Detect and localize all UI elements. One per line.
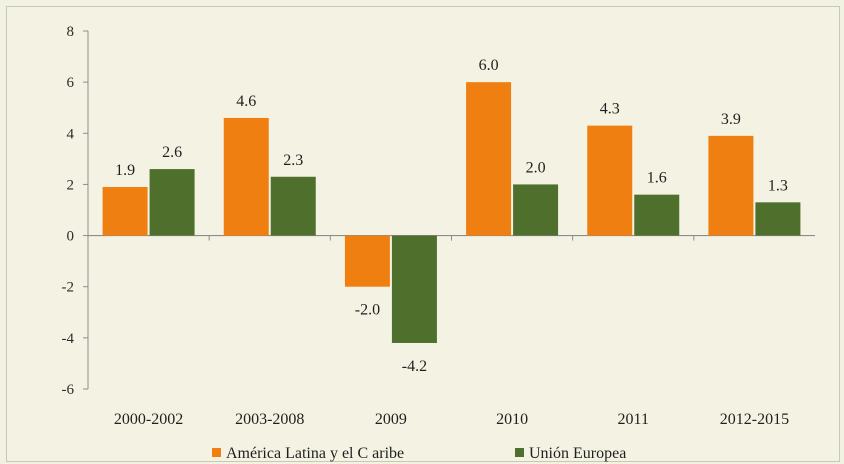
data-label: 1.3 — [768, 177, 788, 194]
x-category-label: 2012-2015 — [720, 411, 789, 428]
y-tick-label: -4 — [62, 331, 75, 347]
y-tick-label: 0 — [67, 229, 75, 245]
legend-swatch — [515, 448, 524, 457]
bar-america-latina — [708, 135, 754, 236]
data-labels: 1.9 4.6 -2.0 6.0 4.3 3.9 2.6 2.3 -4.2 2.0 1.6 1.3 — [115, 57, 788, 375]
bar-union-europea — [634, 194, 680, 236]
data-label: 4.6 — [236, 93, 256, 110]
data-label: 2.0 — [526, 159, 546, 176]
y-tick-label: 4 — [67, 126, 75, 142]
x-category-label: 2003-2008 — [235, 411, 304, 428]
data-label: -2.0 — [355, 302, 380, 319]
legend-swatch — [212, 448, 221, 457]
x-category-label: 2009 — [375, 411, 407, 428]
data-label: 1.9 — [115, 162, 135, 179]
bar-america-latina — [344, 235, 390, 287]
data-label: 2.6 — [162, 144, 182, 161]
x-category-label: 2011 — [618, 411, 649, 428]
y-tick-label: 8 — [67, 24, 75, 40]
legend-label: Unión Europea — [529, 445, 626, 462]
legend-label: América Latina y el C aribe — [226, 445, 404, 462]
data-label: 2.3 — [283, 152, 303, 169]
bars — [102, 82, 801, 343]
chart-frame: -6 -4 -2 0 2 4 6 8 2000-2002 2003-2008 2009 2010 201… — [6, 6, 840, 462]
bar-union-europea — [270, 176, 316, 236]
axes: -6 -4 -2 0 2 4 6 8 2000-2002 2003-2008 2009 2010 201… — [62, 24, 815, 428]
y-tick-label: -6 — [62, 382, 75, 398]
y-tick-label: 2 — [67, 177, 75, 193]
y-tick-label: 6 — [67, 75, 75, 91]
bar-america-latina — [223, 117, 269, 236]
bar-union-europea — [391, 235, 437, 343]
bar-union-europea — [513, 184, 559, 236]
data-label: 6.0 — [479, 57, 499, 74]
x-category-label: 2010 — [496, 411, 528, 428]
bar-america-latina — [587, 125, 633, 236]
data-label: 4.3 — [600, 101, 620, 118]
data-label: 1.6 — [647, 170, 667, 187]
bar-union-europea — [755, 202, 801, 236]
bar-chart: -6 -4 -2 0 2 4 6 8 2000-2002 2003-2008 2009 2010 201… — [62, 24, 815, 462]
y-tick-label: -2 — [62, 280, 75, 296]
bar-america-latina — [466, 82, 512, 236]
x-category-label: 2000-2002 — [114, 411, 183, 428]
data-label: 3.9 — [721, 111, 741, 128]
data-label: -4.2 — [402, 358, 427, 375]
bar-union-europea — [149, 169, 195, 236]
legend: América Latina y el C aribe Unión Europea — [212, 445, 626, 462]
bar-america-latina — [102, 186, 148, 236]
